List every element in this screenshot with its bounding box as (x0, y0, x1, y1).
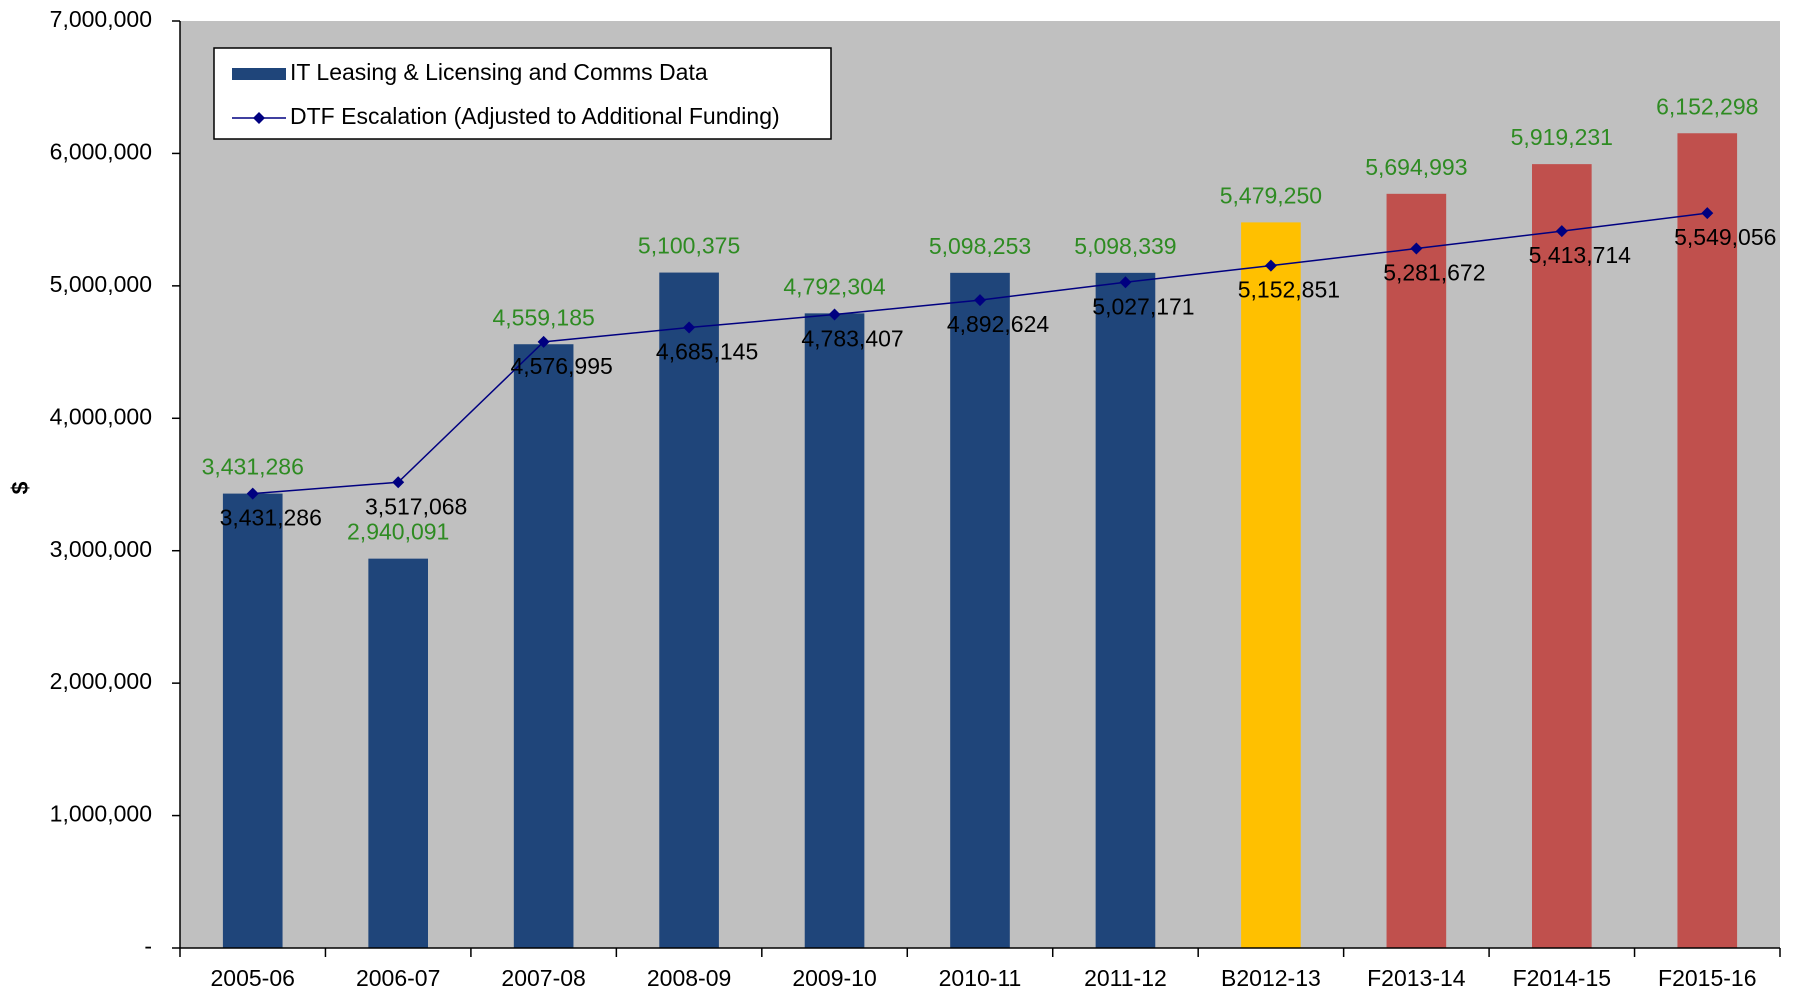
y-tick-label: - (144, 933, 152, 959)
bar (1532, 164, 1592, 948)
x-tick-label: B2012-13 (1221, 965, 1321, 991)
bar (368, 558, 428, 948)
bar (1677, 133, 1738, 949)
line-value-label: 4,685,145 (656, 339, 758, 365)
bar (222, 493, 283, 948)
legend-marker (253, 112, 265, 124)
line-marker (974, 294, 986, 307)
bar (804, 313, 865, 948)
x-tick-label: 2006-07 (356, 965, 440, 991)
y-tick-label: 7,000,000 (50, 6, 152, 32)
bar-value-label: 2,940,091 (347, 519, 449, 545)
bar-value-label: 4,792,304 (783, 273, 886, 299)
y-axis-label: $ (7, 481, 33, 494)
bar (1095, 272, 1156, 949)
line-value-label: 5,152,851 (1238, 277, 1340, 303)
x-tick-label: 2007-08 (501, 965, 585, 991)
bar-value-label: 5,098,253 (929, 233, 1031, 259)
line-value-label: 4,892,624 (947, 311, 1050, 337)
line-marker (1555, 225, 1568, 238)
y-tick-label: 3,000,000 (50, 536, 152, 562)
legend-swatch (232, 68, 286, 80)
line-marker (828, 308, 841, 321)
x-tick-label: F2013-14 (1367, 965, 1466, 991)
x-tick-label: 2011-12 (1084, 965, 1167, 991)
x-tick-label: F2015-16 (1658, 965, 1756, 991)
x-tick-label: 2009-10 (792, 965, 876, 991)
x-tick-label: 2010-11 (939, 965, 1022, 991)
y-tick-label: 1,000,000 (50, 801, 152, 827)
bar (513, 344, 574, 948)
bar-value-label: 4,559,185 (492, 304, 594, 330)
line-marker (537, 335, 550, 348)
line-marker (246, 487, 259, 500)
bar-value-label: 3,431,286 (202, 454, 304, 480)
bar-value-label: 5,479,250 (1220, 182, 1322, 208)
legend-box (213, 47, 832, 140)
line-value-label: 5,281,672 (1383, 260, 1485, 286)
line-marker (392, 476, 405, 489)
line-value-label: 5,549,056 (1674, 224, 1776, 250)
y-tick-label: 4,000,000 (50, 403, 152, 429)
y-tick-label: 2,000,000 (50, 668, 152, 694)
x-tick-label: F2014-15 (1513, 965, 1611, 991)
bar (1386, 193, 1447, 949)
line-value-label: 3,517,068 (365, 493, 467, 519)
x-tick-label: 2008-09 (647, 965, 731, 991)
line-value-label: 4,576,995 (510, 353, 612, 379)
legend-label: IT Leasing & Licensing and Comms Data (290, 59, 708, 85)
bar-value-label: 5,694,993 (1365, 154, 1467, 180)
line-marker (1701, 207, 1714, 220)
y-tick-label: 6,000,000 (50, 139, 152, 165)
line-marker (1410, 242, 1423, 255)
y-tick-label: 5,000,000 (50, 271, 152, 297)
line-value-label: 5,413,714 (1529, 242, 1632, 268)
bar (1241, 222, 1301, 948)
line-value-label: 3,431,286 (220, 505, 322, 531)
x-tick-label: 2005-06 (211, 965, 295, 991)
line-value-label: 5,027,171 (1092, 293, 1194, 319)
bar (950, 272, 1010, 948)
bar-value-label: 5,100,375 (638, 233, 740, 259)
bar-value-label: 5,919,231 (1511, 124, 1613, 150)
legend: IT Leasing & Licensing and Comms Data DTF… (213, 47, 832, 140)
line-marker (1264, 259, 1277, 272)
legend-label: DTF Escalation (Adjusted to Additional F… (290, 103, 780, 129)
line-value-label: 4,783,407 (801, 326, 903, 352)
bar-value-label: 5,098,339 (1074, 233, 1176, 259)
bar (659, 272, 719, 948)
line-marker (683, 321, 696, 334)
line-marker (1119, 276, 1132, 289)
bar-value-label: 6,152,298 (1656, 93, 1758, 119)
